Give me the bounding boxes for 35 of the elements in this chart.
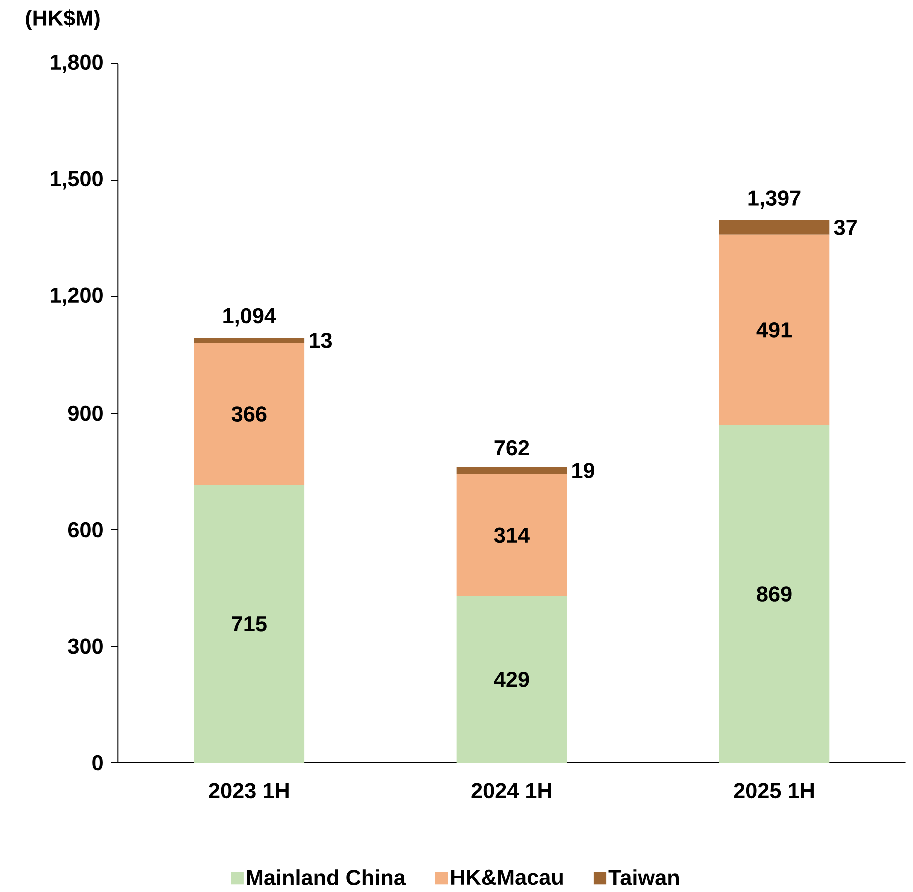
y-tick-label: 600 — [68, 522, 103, 538]
data-label: 37 — [834, 220, 857, 236]
x-tick-label: 2025 1H — [734, 782, 814, 798]
legend-label: Mainland China — [247, 869, 406, 886]
y-tick-label: 1,200 — [50, 288, 103, 306]
bar — [719, 425, 830, 763]
data-label: 491 — [756, 322, 792, 338]
data-label: 314 — [494, 528, 530, 543]
data-label: 13 — [310, 332, 332, 348]
total-label: 1,094 — [224, 308, 276, 327]
bar — [456, 596, 568, 763]
y-tick-label: 300 — [68, 638, 103, 654]
data-label: 869 — [757, 586, 792, 602]
bar — [194, 485, 305, 763]
y-tick-label: 0 — [92, 755, 103, 770]
total-label: 762 — [494, 440, 530, 456]
data-label: 366 — [232, 406, 267, 422]
y-tick-label: 1,500 — [50, 171, 103, 190]
legend-label: HK&Macau — [452, 870, 563, 885]
bar — [719, 234, 830, 426]
bar — [194, 342, 305, 486]
bar — [456, 474, 568, 596]
x-tick-label: 2024 1H — [472, 782, 552, 798]
data-label: 429 — [494, 672, 530, 688]
data-label: 19 — [572, 462, 595, 478]
total-label: 1,397 — [748, 190, 801, 209]
y-tick-label: 900 — [68, 406, 103, 421]
y-tick-label: 1,800 — [50, 54, 103, 73]
bar — [194, 338, 305, 343]
bar — [456, 466, 568, 474]
y-axis-title: (HK$M) — [26, 9, 100, 30]
legend-label: Taiwan — [608, 869, 679, 886]
x-tick-label: 2023 1H — [209, 782, 289, 798]
bar — [719, 220, 830, 235]
data-label: 715 — [232, 616, 267, 632]
